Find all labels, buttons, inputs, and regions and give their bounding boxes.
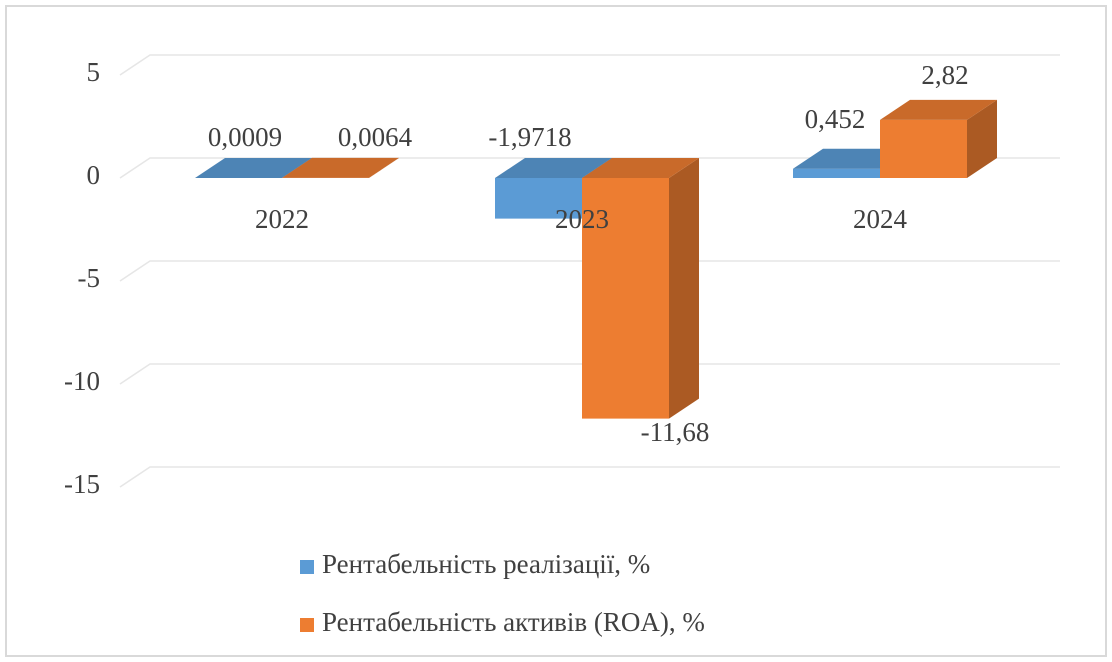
y-tick-label: -5 xyxy=(78,263,101,293)
x-tick-label: 2023 xyxy=(555,204,609,234)
bar-top xyxy=(880,99,997,120)
bar-top xyxy=(282,157,399,178)
bar xyxy=(582,178,669,419)
legend-swatch xyxy=(300,560,314,574)
x-tick-label: 2022 xyxy=(255,204,309,234)
grid-line xyxy=(119,260,1060,282)
bar-top xyxy=(582,158,699,178)
grid-line xyxy=(119,363,1060,385)
legend-swatch xyxy=(300,618,314,632)
data-label: 0,0009 xyxy=(208,122,282,152)
bar xyxy=(880,119,967,178)
legend-label: Рентабельність активів (ROA), % xyxy=(322,607,705,637)
data-label: -1,9718 xyxy=(488,122,571,152)
data-label: 0,0064 xyxy=(338,122,413,152)
y-tick-label: -10 xyxy=(64,366,100,396)
bar xyxy=(495,178,582,219)
bar-side xyxy=(369,157,399,178)
bar-top xyxy=(195,157,312,178)
data-label: 0,452 xyxy=(805,104,866,134)
bar-side xyxy=(967,99,997,178)
y-tick-label: 5 xyxy=(87,57,101,87)
data-label: -11,68 xyxy=(641,417,710,447)
bar-top xyxy=(495,158,612,178)
y-tick-label: -15 xyxy=(64,469,100,499)
bar xyxy=(793,168,880,178)
grid-line xyxy=(119,157,1060,179)
grid-line xyxy=(119,54,1060,76)
legend-label: Рентабельність реалізації, % xyxy=(322,549,650,579)
x-tick-label: 2024 xyxy=(853,204,908,234)
y-tick-label: 0 xyxy=(87,160,101,190)
data-label: 2,82 xyxy=(921,60,968,90)
grid-line xyxy=(119,466,1060,488)
bar-side xyxy=(669,158,699,419)
